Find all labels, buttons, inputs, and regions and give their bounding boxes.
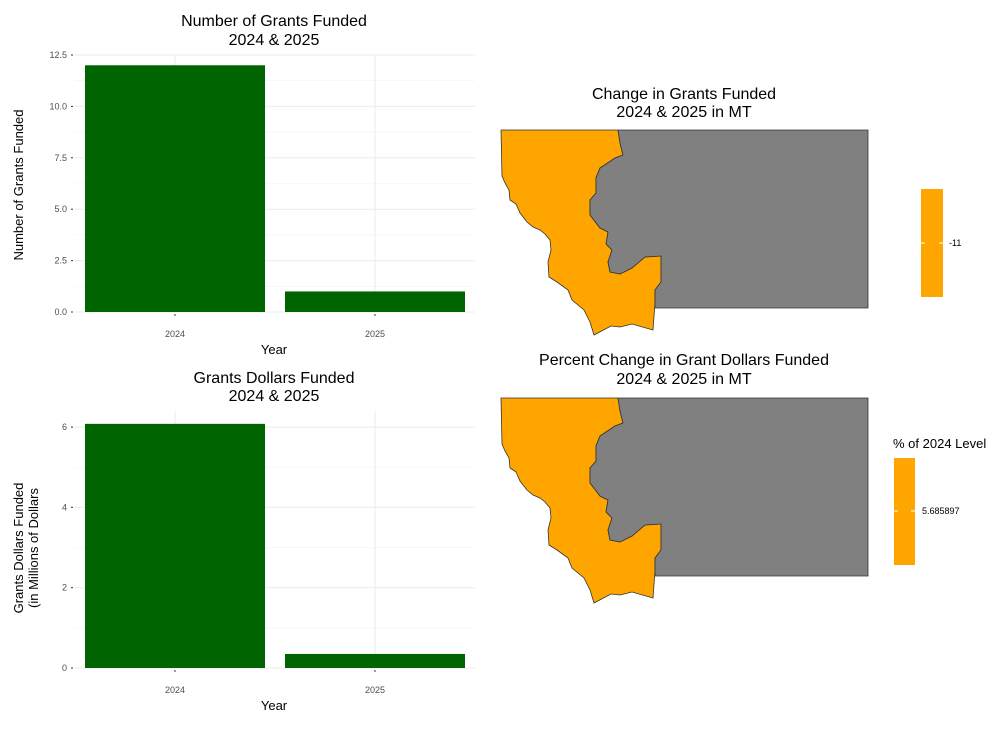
y-axis-title: Grants Dollars Funded bbox=[11, 483, 26, 614]
bar-2025 bbox=[285, 291, 465, 312]
x-tick-label: 2025 bbox=[365, 329, 385, 339]
chart-title: Grants Dollars Funded bbox=[194, 370, 355, 387]
y-ticks: 0 2 4 6 bbox=[62, 422, 73, 673]
chart-subtitle: 2024 & 2025 bbox=[229, 32, 320, 49]
x-tick-label: 2024 bbox=[165, 329, 185, 339]
y-tick-label: 6 bbox=[62, 422, 67, 432]
map-subtitle: 2024 & 2025 in MT bbox=[616, 371, 751, 388]
chart-title: Number of Grants Funded bbox=[181, 13, 367, 30]
grants-count-bar-chart: Number of Grants Funded 2024 & 2025 0.0 2… bbox=[11, 13, 475, 357]
map-title: Percent Change in Grant Dollars Funded bbox=[539, 352, 829, 369]
y-axis-title-line2: (in Millions of Dollars bbox=[26, 488, 41, 608]
y-tick-label: 5.0 bbox=[54, 204, 67, 214]
x-tick-label: 2025 bbox=[365, 685, 385, 695]
legend-color-bar bbox=[894, 458, 915, 565]
x-ticks: 2024 2025 bbox=[165, 314, 385, 339]
y-tick-label: 2 bbox=[62, 583, 67, 593]
y-tick-label: 2.5 bbox=[54, 256, 67, 266]
legend-label: 5.685897 bbox=[922, 506, 960, 516]
bar-2024 bbox=[85, 423, 265, 668]
y-tick-label: 7.5 bbox=[54, 153, 67, 163]
legend-label: -11 bbox=[949, 238, 961, 248]
bar-2025 bbox=[285, 653, 465, 668]
bars bbox=[85, 423, 465, 668]
map-subtitle: 2024 & 2025 in MT bbox=[616, 104, 751, 121]
y-axis-title: Number of Grants Funded bbox=[11, 109, 26, 260]
y-tick-label: 0 bbox=[62, 663, 67, 673]
chart-subtitle: 2024 & 2025 bbox=[229, 388, 320, 405]
y-tick-label: 10.0 bbox=[49, 101, 67, 111]
legend-color-bar bbox=[921, 189, 943, 297]
map-title: Change in Grants Funded bbox=[592, 86, 776, 103]
x-tick-label: 2024 bbox=[165, 685, 185, 695]
y-tick-label: 0.0 bbox=[54, 307, 67, 317]
y-tick-label: 12.5 bbox=[49, 50, 67, 60]
change-in-grants-map: Change in Grants Funded 2024 & 2025 in M… bbox=[500, 86, 961, 336]
bars bbox=[85, 65, 465, 312]
percent-change-grant-dollars-map: Percent Change in Grant Dollars Funded 2… bbox=[500, 352, 986, 604]
legend-title: % of 2024 Level bbox=[893, 436, 986, 451]
x-axis-title: Year bbox=[261, 342, 288, 357]
bar-2024 bbox=[85, 65, 265, 312]
grant-dollars-bar-chart: Grants Dollars Funded 2024 & 2025 0 2 4 6 2… bbox=[11, 370, 475, 713]
x-ticks: 2024 2025 bbox=[165, 670, 385, 695]
y-ticks: 0.0 2.5 5.0 7.5 10.0 12.5 bbox=[49, 50, 73, 317]
x-axis-title: Year bbox=[261, 698, 288, 713]
y-tick-label: 4 bbox=[62, 502, 67, 512]
